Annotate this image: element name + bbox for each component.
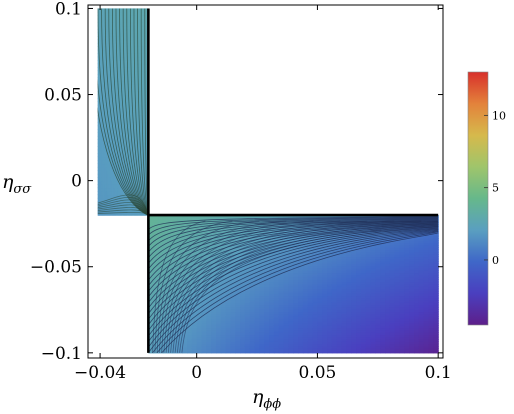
contour-line [179,224,439,353]
colorbar-tick-label: 5 [492,182,499,195]
contour-line [149,218,439,246]
contour-line [97,209,149,215]
y-tick-label: 0.1 [55,0,82,19]
plot-frame [87,4,444,359]
region-boundaries [147,8,439,353]
x-tick-label: 0.05 [298,363,336,383]
contour-line [97,212,149,215]
contour-line [170,220,422,353]
colorbar-bar [467,71,489,326]
contour-line [97,207,149,215]
contour-line [97,204,149,215]
contour-line [163,220,341,353]
y-tick-label: 0.05 [44,86,82,106]
contour-line [97,199,149,215]
y-tick-label: −0.1 [41,344,82,364]
contour-line [167,220,395,353]
contour-line [158,220,287,353]
contour-line [149,223,439,291]
contour-line [97,194,149,215]
x-tick-label: 0.1 [425,363,452,383]
colorbar-tick-label: 0 [492,254,499,267]
contour-line [152,220,206,353]
x-axis-title-main: η [252,386,264,408]
contour-line [174,222,439,353]
contour-line [181,226,439,353]
contour-line [115,8,149,216]
x-tick-label: 0 [191,363,202,383]
contour-line [172,221,439,353]
contours-lower-right [149,216,439,353]
contour-line [149,219,439,257]
colorbar: 10 5 0 [467,71,506,326]
contour-line [176,223,439,353]
x-axis-ticks: −0.04 0 0.05 0.1 [74,5,452,383]
contour-line [154,220,233,353]
contour-line [97,201,149,215]
contour-line [97,196,149,215]
contour-line [161,231,439,353]
x-axis-title-sub: ϕϕ [263,397,281,412]
y-axis-title: ησσ [2,171,32,197]
y-axis-title-sub: σσ [13,182,32,197]
x-tick-label: −0.04 [74,363,126,383]
contours-upper-left [97,8,149,216]
contour-line [149,216,439,229]
contour-line [165,220,368,353]
y-tick-label: 0 [71,172,82,192]
y-tick-label: −0.05 [30,258,82,278]
colorbar-tick-label: 10 [492,109,506,122]
y-axis-ticks: 0.1 0.05 0 −0.05 −0.1 [30,0,443,364]
x-axis-title: ηϕϕ [252,386,281,412]
contour-line [149,216,439,235]
contour-line [149,221,439,274]
contour-line [156,220,260,353]
contour-line [149,217,439,241]
contour-line [149,218,439,252]
y-axis-title-main: η [2,171,14,193]
contour-lines [97,8,439,353]
contour-line [161,220,314,353]
